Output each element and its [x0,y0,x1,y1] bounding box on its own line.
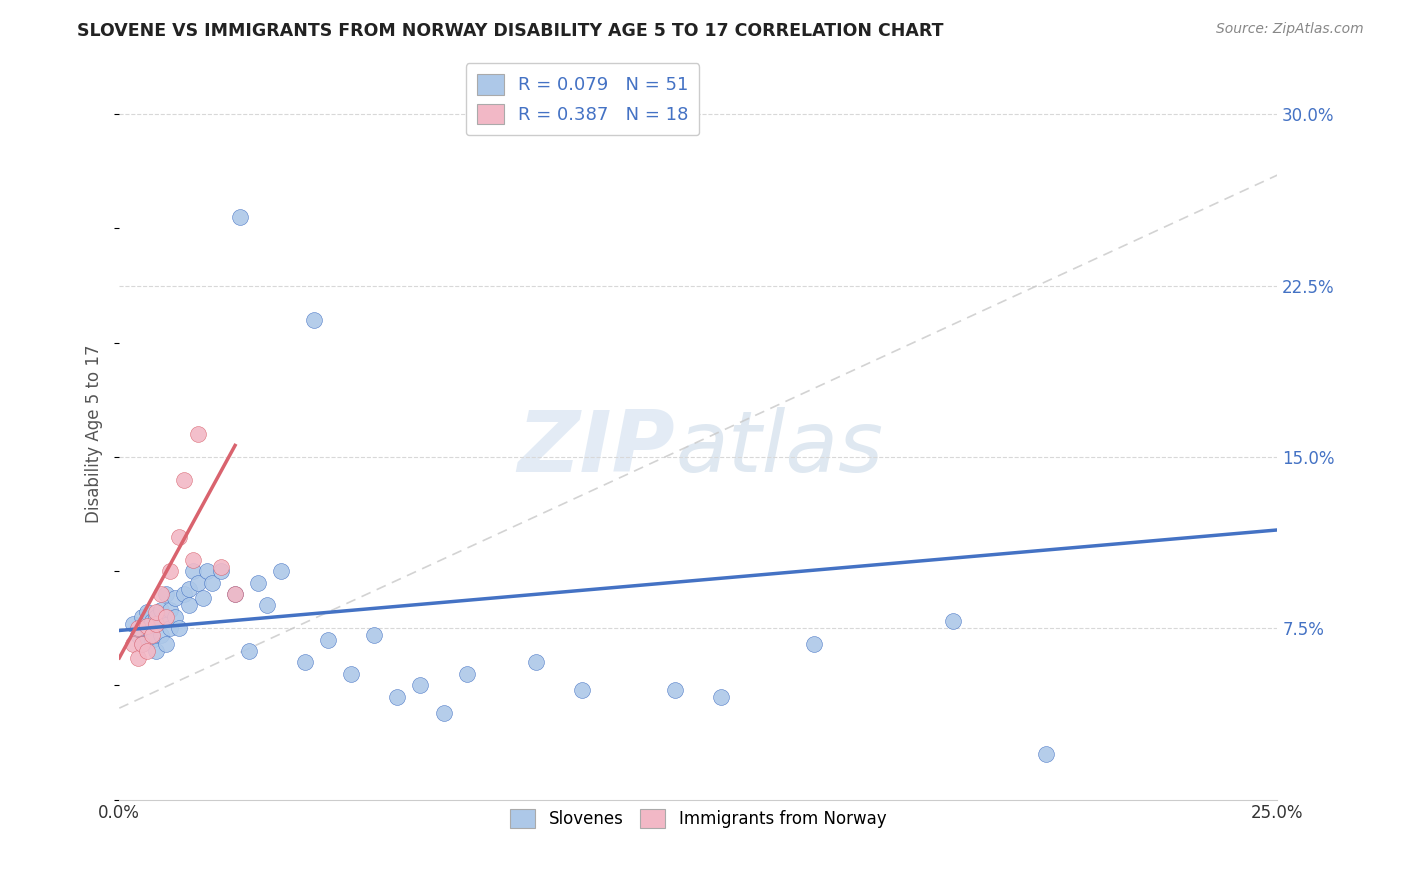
Point [294,656,316,670]
Point [195,564,218,578]
Point [571,682,593,697]
Point [456,666,478,681]
Point [209,564,232,578]
Point [224,587,246,601]
Point [228,210,250,224]
Point [149,628,172,642]
Point [159,621,181,635]
Point [187,575,209,590]
Point [131,609,153,624]
Point [173,587,195,601]
Point [664,682,686,697]
Point [302,313,325,327]
Point [131,637,153,651]
Point [224,587,246,601]
Point [136,621,159,635]
Point [340,666,363,681]
Point [247,575,270,590]
Text: Source: ZipAtlas.com: Source: ZipAtlas.com [1216,22,1364,37]
Point [149,587,172,601]
Point [169,530,191,544]
Point [145,644,167,658]
Point [159,603,181,617]
Point [145,616,167,631]
Point [141,615,163,629]
Point [187,427,209,442]
Point [270,564,292,578]
Point [524,656,547,670]
Point [127,621,149,635]
Point [127,628,149,642]
Point [183,552,205,566]
Text: atlas: atlas [675,407,883,490]
Point [159,564,181,578]
Point [163,609,186,624]
Point [141,632,163,647]
Point [149,603,172,617]
Point [183,564,205,578]
Point [122,637,145,651]
Point [131,637,153,651]
Point [169,621,191,635]
Point [191,591,214,606]
Point [127,651,149,665]
Point [155,609,177,624]
Y-axis label: Disability Age 5 to 17: Disability Age 5 to 17 [86,345,103,524]
Point [209,559,232,574]
Point [385,690,408,704]
Point [238,644,260,658]
Point [177,582,200,597]
Point [136,644,159,658]
Point [409,678,432,692]
Point [316,632,339,647]
Point [155,637,177,651]
Point [163,591,186,606]
Legend: Slovenes, Immigrants from Norway: Slovenes, Immigrants from Norway [503,803,893,835]
Point [256,599,278,613]
Point [1035,747,1057,761]
Point [122,616,145,631]
Point [145,605,167,619]
Point [145,609,167,624]
Point [710,690,733,704]
Text: ZIP: ZIP [517,407,675,490]
Point [363,628,385,642]
Point [149,615,172,629]
Point [942,615,965,629]
Point [155,587,177,601]
Point [432,706,454,720]
Text: SLOVENE VS IMMIGRANTS FROM NORWAY DISABILITY AGE 5 TO 17 CORRELATION CHART: SLOVENE VS IMMIGRANTS FROM NORWAY DISABI… [77,22,943,40]
Point [177,599,200,613]
Point [136,619,159,633]
Point [173,473,195,487]
Point [201,575,224,590]
Point [141,628,163,642]
Point [136,605,159,619]
Point [803,637,825,651]
